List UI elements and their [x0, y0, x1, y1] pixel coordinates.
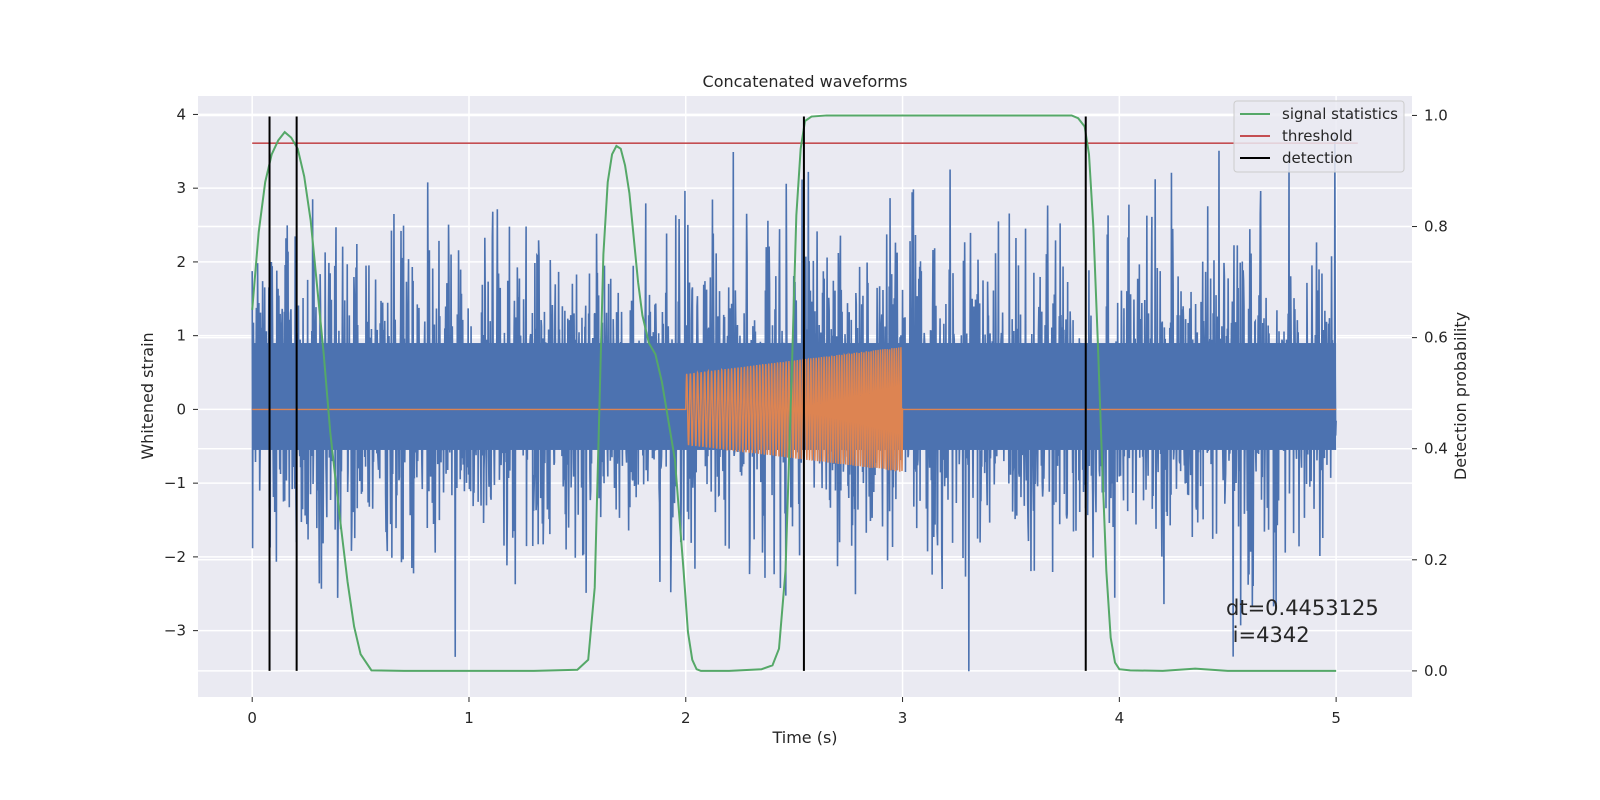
x-tick-label: 1 [464, 709, 474, 727]
annotation-index: i=4342 [1226, 623, 1310, 647]
y2-tick-label: 0.2 [1424, 551, 1448, 569]
y-tick-label: 3 [176, 179, 186, 197]
x-tick-label: 4 [1115, 709, 1125, 727]
y-tick-label: −3 [164, 622, 186, 640]
legend-label-detection: detection [1282, 149, 1353, 167]
legend: signal statistics threshold detection [1233, 100, 1405, 173]
axes-layer: 0 1 2 3 4 5 −3 −2 −1 0 1 2 3 4 0.0 0.2 0.4 0.6 0.8 1.0 [164, 105, 1448, 727]
injection-series [252, 347, 1337, 472]
y2-tick-label: 0.0 [1424, 662, 1448, 680]
annotation-dt: dt=0.4453125 [1226, 596, 1379, 620]
legend-label-signal-statistics: signal statistics [1282, 105, 1398, 123]
legend-label-threshold: threshold [1282, 127, 1353, 145]
x-tick-label: 0 [247, 709, 257, 727]
y2-axis-label: Detection probability [1451, 312, 1470, 480]
y2-tick-label: 0.4 [1424, 440, 1448, 458]
y-tick-label: −1 [164, 474, 186, 492]
x-tick-label: 2 [681, 709, 691, 727]
x-tick-label: 3 [898, 709, 908, 727]
y2-tick-label: 0.8 [1424, 218, 1448, 236]
legend-box [1233, 100, 1405, 173]
y-axis-label: Whitened strain [138, 332, 157, 459]
x-axis-label: Time (s) [771, 728, 837, 747]
x-tick-label: 5 [1331, 709, 1341, 727]
chart-title: Concatenated waveforms [703, 72, 908, 91]
y-tick-label: 4 [176, 105, 186, 123]
y-tick-label: 1 [176, 327, 186, 345]
signal-statistics-line [251, 114, 1337, 672]
y-tick-label: 0 [176, 400, 186, 418]
y2-tick-label: 0.6 [1424, 329, 1448, 347]
data-layer [251, 114, 1358, 672]
y-tick-label: 2 [176, 253, 186, 271]
y-tick-label: −2 [164, 548, 186, 566]
y2-tick-label: 1.0 [1424, 106, 1448, 124]
